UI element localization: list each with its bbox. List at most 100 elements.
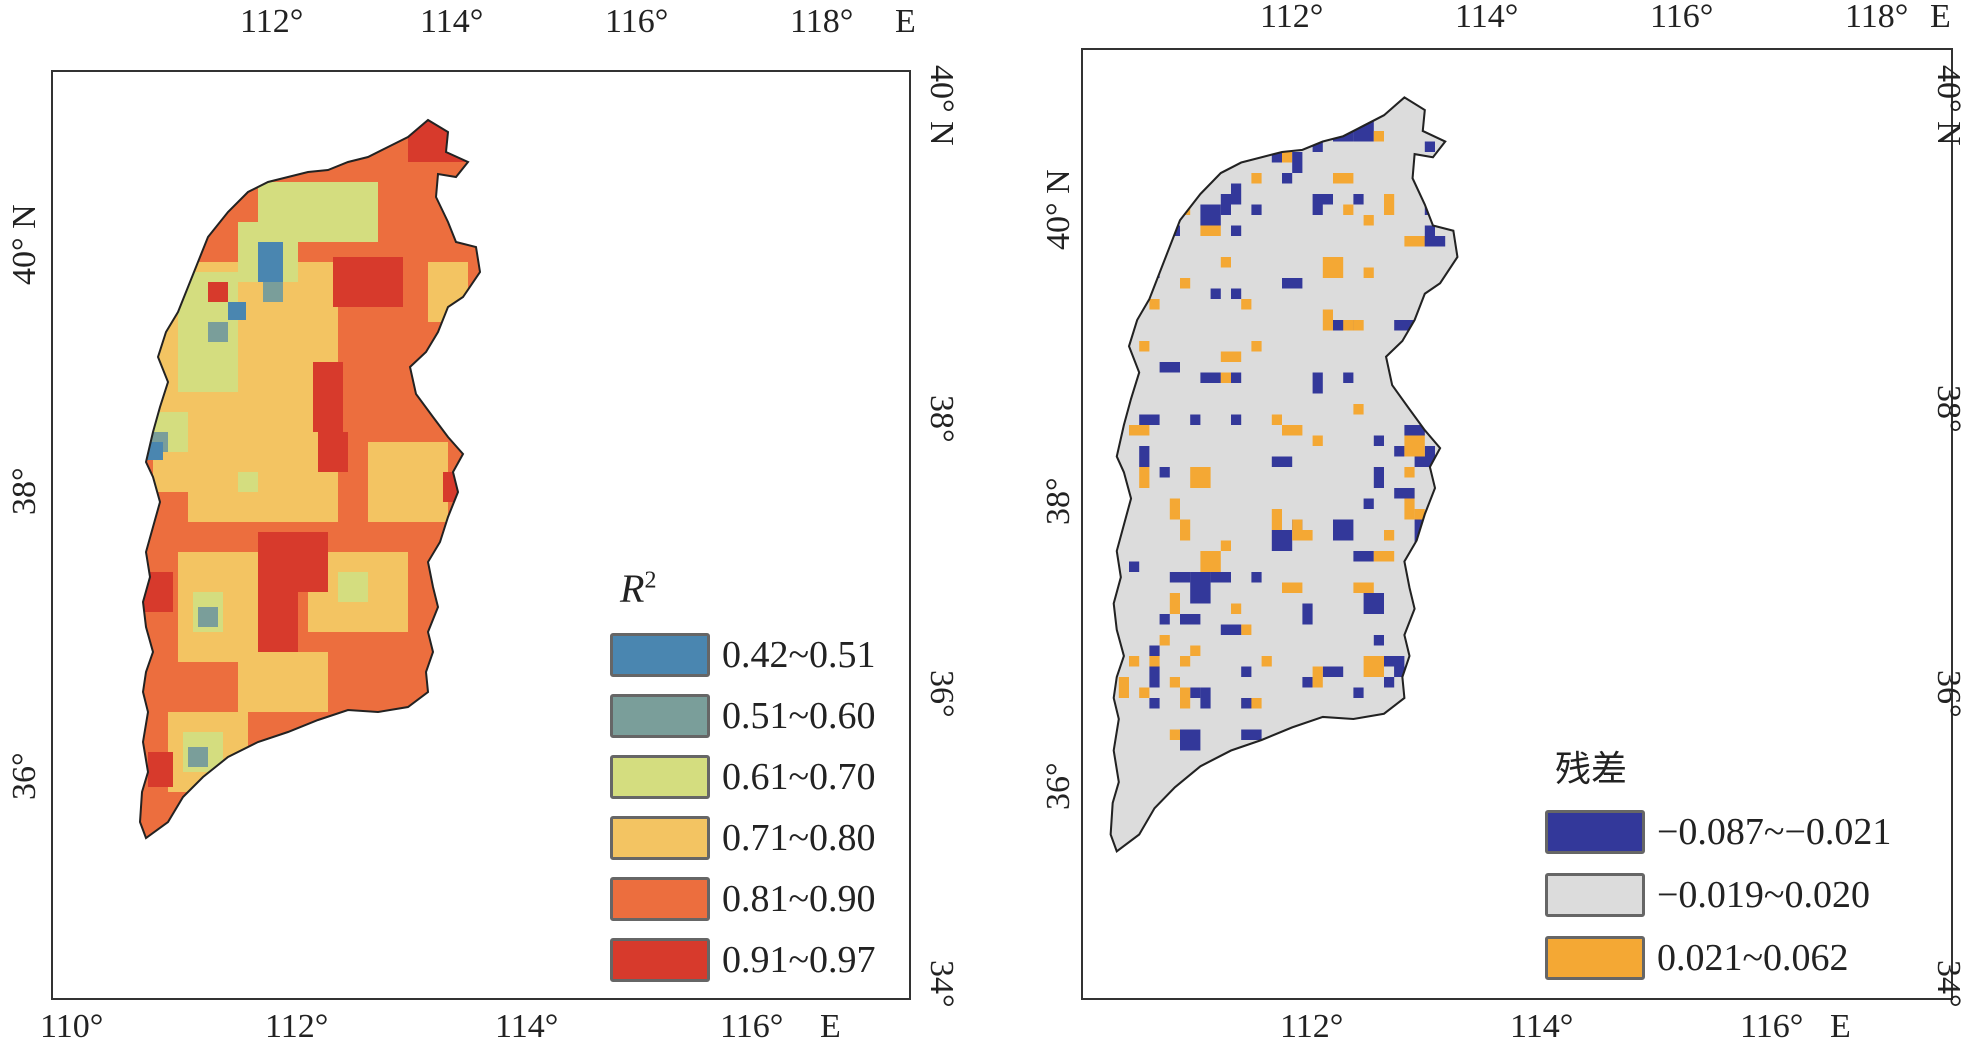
residual-cell xyxy=(1353,687,1364,698)
right-tick-34: 34° xyxy=(923,960,960,1008)
residual-cell xyxy=(1414,508,1425,520)
residual-cell xyxy=(1363,215,1374,226)
r2-legend-item: 0.71~0.80 xyxy=(610,816,876,860)
residual-cell xyxy=(1343,320,1354,331)
bottom-tick-114: 114° xyxy=(1510,1008,1574,1045)
residual-cell xyxy=(1404,425,1425,436)
left-tick-40n: 40° N xyxy=(1040,169,1077,250)
r2-swatch-3 xyxy=(610,755,710,799)
residual-cell xyxy=(1169,729,1180,740)
residual-cell xyxy=(1394,487,1415,499)
residual-cell xyxy=(1312,204,1323,215)
r2-legend-label: 0.91~0.97 xyxy=(722,939,876,981)
r2-swatch-1 xyxy=(610,633,710,677)
top-tick-118: 118° xyxy=(790,3,854,40)
residual-cell xyxy=(1353,792,1364,814)
residual-cell xyxy=(1251,204,1262,215)
residual-cell xyxy=(1435,194,1446,205)
residual-cell xyxy=(1159,466,1170,478)
residual-cell xyxy=(1333,173,1354,184)
right-tick-40n: 40° N xyxy=(923,65,960,146)
residual-cell xyxy=(1190,593,1211,604)
residual-cell xyxy=(1139,341,1150,352)
r2-legend-label: 0.51~0.60 xyxy=(722,695,876,737)
r2-map-frame xyxy=(51,70,911,1000)
residual-legend-item: −0.019~0.020 xyxy=(1545,873,1870,917)
top-tick-114: 114° xyxy=(420,3,484,40)
residual-cell xyxy=(1373,435,1384,446)
residual-cell xyxy=(1333,257,1344,268)
residual-cell xyxy=(1231,414,1242,425)
residual-cell xyxy=(1110,215,1119,226)
residual-cell xyxy=(1271,414,1282,425)
residual-cell xyxy=(1159,614,1170,625)
residual-map-raster xyxy=(1109,96,1459,853)
residual-cell xyxy=(1424,141,1435,152)
residual-legend-label: −0.019~0.020 xyxy=(1657,874,1870,916)
residual-cell xyxy=(1435,708,1446,730)
bottom-tick-110: 110° xyxy=(40,1008,104,1045)
residual-cell xyxy=(1333,320,1354,331)
residual-cell xyxy=(1343,802,1364,814)
residual-cell xyxy=(1435,120,1446,131)
residual-cell xyxy=(1251,173,1262,184)
residual-cell xyxy=(1271,152,1282,163)
residual-cell xyxy=(1363,498,1374,509)
residual-cell xyxy=(1353,551,1374,562)
r2-legend-label: 0.71~0.80 xyxy=(722,817,876,859)
residual-cell xyxy=(1169,677,1180,688)
residual-cell xyxy=(1394,320,1415,331)
residual-swatch-1 xyxy=(1545,810,1645,854)
residual-cell xyxy=(1373,844,1395,852)
residual-cell xyxy=(1139,687,1150,698)
residual-cell xyxy=(1384,677,1395,688)
residual-cell xyxy=(1190,414,1201,425)
residual-cell xyxy=(1312,435,1323,446)
residual-cell xyxy=(1343,372,1354,383)
residual-cell xyxy=(1322,309,1333,331)
residual-cell xyxy=(1404,435,1425,457)
residual-cell xyxy=(1118,141,1129,163)
r2-swatch-4 xyxy=(610,816,710,860)
top-tick-112: 112° xyxy=(1260,0,1324,35)
residual-cell xyxy=(1353,823,1364,835)
residual-cell xyxy=(1129,561,1140,572)
residual-cell xyxy=(1190,466,1211,488)
residual-cell xyxy=(1118,299,1129,310)
residual-cell xyxy=(1220,351,1242,362)
residual-cell xyxy=(1200,120,1211,131)
residual-cell xyxy=(1149,834,1170,845)
top-tick-116: 116° xyxy=(605,3,669,40)
residual-cell xyxy=(1424,446,1435,457)
residual-cell xyxy=(1414,519,1425,530)
left-tick-36: 36° xyxy=(6,752,43,800)
residual-cell xyxy=(1394,666,1405,677)
right-tick-38: 38° xyxy=(1930,385,1967,433)
residual-cell xyxy=(1159,635,1170,646)
residual-cell xyxy=(1241,782,1252,793)
residual-cell xyxy=(1394,771,1405,782)
residual-cell xyxy=(1118,677,1129,698)
residual-cell xyxy=(1190,572,1211,593)
residual-cell xyxy=(1435,698,1446,719)
residual-cell xyxy=(1312,677,1323,688)
residual-cell xyxy=(1129,656,1140,667)
residual-cell xyxy=(1200,551,1221,572)
residual-cell xyxy=(1210,288,1221,299)
top-tick-116: 116° xyxy=(1650,0,1714,35)
residual-cell xyxy=(1200,813,1211,835)
residual-cell xyxy=(1292,152,1303,173)
bottom-unit-e: E xyxy=(1830,1008,1851,1045)
residual-cell xyxy=(1231,183,1242,205)
left-tick-40n: 40° N xyxy=(6,204,43,285)
residual-cell xyxy=(1292,771,1313,782)
residual-cell xyxy=(1424,519,1435,530)
r2-legend-title: R2 xyxy=(620,566,657,611)
residual-cell xyxy=(1220,257,1231,268)
residual-cell xyxy=(1435,341,1446,352)
residual-cell xyxy=(1110,477,1119,488)
residual-cell xyxy=(1220,540,1231,551)
right-tick-40n: 40° N xyxy=(1930,65,1967,146)
left-tick-38: 38° xyxy=(6,467,43,515)
left-tick-36: 36° xyxy=(1040,762,1077,810)
